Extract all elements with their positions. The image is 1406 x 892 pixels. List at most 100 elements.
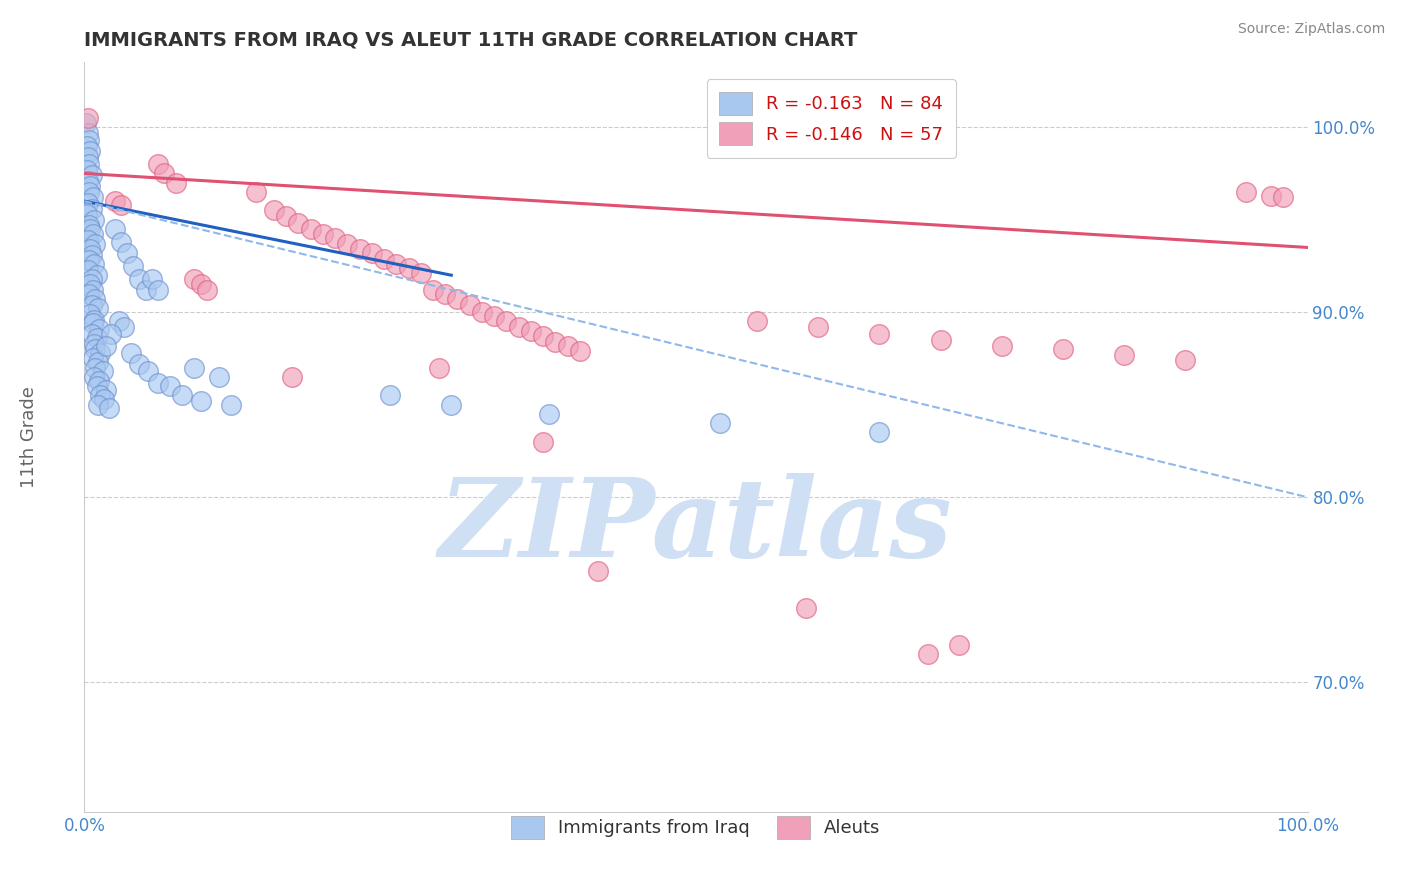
Legend: Immigrants from Iraq, Aleuts: Immigrants from Iraq, Aleuts — [499, 803, 893, 851]
Point — [495, 314, 517, 328]
Point — [86, 331, 108, 345]
Point — [195, 283, 218, 297]
Point — [336, 236, 359, 251]
Text: IMMIGRANTS FROM IRAQ VS ALEUT 11TH GRADE CORRELATION CHART: IMMIGRANTS FROM IRAQ VS ALEUT 11TH GRADE… — [84, 30, 858, 50]
Point — [83, 336, 105, 351]
Point — [948, 638, 970, 652]
Point — [183, 360, 205, 375]
Point — [807, 320, 830, 334]
Point — [281, 370, 304, 384]
Point — [86, 268, 108, 283]
Point — [245, 185, 267, 199]
Point — [172, 388, 194, 402]
Point — [80, 298, 103, 312]
Point — [929, 333, 952, 347]
Point — [84, 360, 107, 375]
Point — [80, 327, 103, 342]
Point — [1174, 353, 1197, 368]
Point — [86, 379, 108, 393]
Point — [77, 196, 100, 211]
Point — [482, 309, 505, 323]
Point — [1272, 190, 1295, 204]
Point — [87, 398, 110, 412]
Point — [219, 398, 242, 412]
Point — [208, 370, 231, 384]
Point — [89, 388, 111, 402]
Point — [183, 272, 205, 286]
Point — [349, 242, 371, 256]
Point — [76, 207, 98, 221]
Point — [91, 364, 114, 378]
Point — [75, 116, 97, 130]
Point — [110, 198, 132, 212]
Point — [82, 283, 104, 297]
Point — [141, 272, 163, 286]
Point — [79, 222, 101, 236]
Point — [82, 351, 104, 366]
Point — [312, 227, 335, 242]
Point — [80, 272, 103, 286]
Point — [96, 338, 118, 352]
Point — [77, 126, 100, 140]
Point — [76, 138, 98, 153]
Point — [97, 401, 120, 416]
Point — [80, 202, 103, 216]
Point — [110, 235, 132, 249]
Point — [146, 376, 169, 390]
Point — [568, 344, 591, 359]
Point — [77, 233, 100, 247]
Point — [440, 398, 463, 412]
Point — [77, 174, 100, 188]
Point — [508, 320, 530, 334]
Point — [77, 185, 100, 199]
Point — [557, 338, 579, 352]
Point — [422, 283, 444, 297]
Point — [84, 342, 107, 356]
Point — [112, 320, 135, 334]
Point — [107, 314, 129, 328]
Point — [77, 133, 100, 147]
Point — [87, 374, 110, 388]
Point — [531, 329, 554, 343]
Point — [190, 394, 212, 409]
Point — [77, 253, 100, 268]
Point — [136, 364, 159, 378]
Point — [520, 324, 543, 338]
Point — [84, 236, 107, 251]
Point — [434, 286, 457, 301]
Point — [323, 231, 346, 245]
Text: 11th Grade: 11th Grade — [20, 386, 38, 488]
Point — [146, 157, 169, 171]
Point — [159, 379, 181, 393]
Point — [128, 357, 150, 371]
Point — [385, 257, 408, 271]
Point — [83, 212, 105, 227]
Point — [991, 338, 1014, 352]
Point — [128, 272, 150, 286]
Point — [77, 262, 100, 277]
Point — [96, 383, 118, 397]
Point — [77, 150, 100, 164]
Point — [380, 388, 402, 402]
Point — [287, 216, 309, 230]
Point — [538, 407, 561, 421]
Point — [93, 392, 115, 406]
Point — [446, 292, 468, 306]
Point — [80, 248, 103, 262]
Point — [83, 370, 105, 384]
Point — [165, 176, 187, 190]
Text: ZIPatlas: ZIPatlas — [439, 474, 953, 581]
Point — [100, 327, 122, 342]
Point — [747, 314, 769, 328]
Point — [1114, 348, 1136, 362]
Point — [276, 209, 298, 223]
Point — [83, 312, 105, 326]
Point — [79, 277, 101, 292]
Point — [1052, 342, 1074, 356]
Point — [87, 355, 110, 369]
Point — [471, 305, 494, 319]
Point — [299, 222, 322, 236]
Point — [89, 346, 111, 360]
Point — [83, 257, 105, 271]
Point — [458, 298, 481, 312]
